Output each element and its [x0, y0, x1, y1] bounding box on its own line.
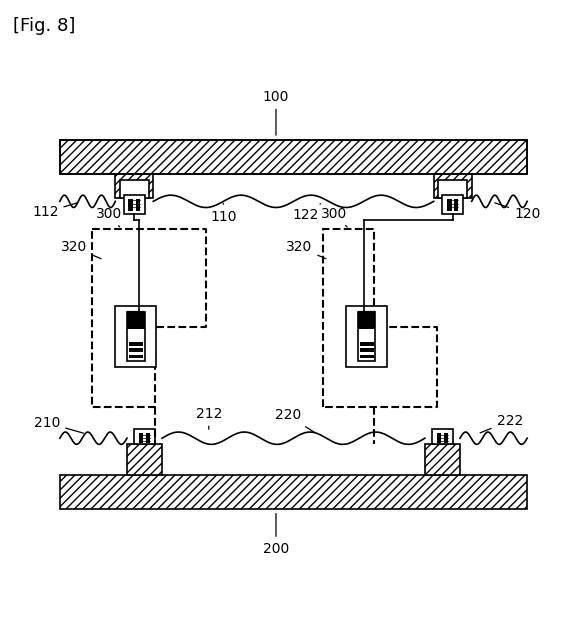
Bar [438, 180, 467, 198]
Bar [115, 306, 156, 368]
Bar [357, 312, 375, 329]
Bar [359, 355, 373, 358]
Bar [136, 200, 140, 211]
Bar [120, 180, 149, 198]
Bar [124, 195, 145, 214]
Bar [442, 195, 463, 214]
Bar [129, 342, 143, 346]
Bar [129, 342, 143, 346]
Text: 300: 300 [321, 206, 348, 227]
Bar [129, 349, 143, 352]
Bar [127, 312, 144, 329]
Bar [129, 200, 133, 211]
Text: [Fig. 8]: [Fig. 8] [13, 17, 76, 35]
Text: 112: 112 [32, 203, 77, 219]
Text: 300: 300 [96, 206, 123, 227]
Text: 110: 110 [210, 203, 237, 224]
Bar [432, 429, 453, 444]
Bar [357, 312, 375, 329]
Text: 210: 210 [34, 416, 83, 433]
Text: 222: 222 [480, 414, 523, 433]
Text: 220: 220 [275, 408, 315, 433]
Bar [357, 312, 375, 362]
Bar [127, 312, 144, 362]
Bar [129, 355, 143, 358]
Bar [127, 312, 144, 362]
Bar [454, 200, 458, 211]
Bar [134, 429, 155, 444]
Bar [359, 349, 373, 352]
Bar [115, 174, 153, 198]
Bar [129, 349, 143, 352]
Bar [359, 349, 373, 352]
Text: 212: 212 [195, 407, 222, 430]
Bar [129, 355, 143, 358]
Bar [425, 444, 460, 475]
Bar [434, 174, 472, 198]
Text: 122: 122 [292, 204, 321, 222]
Bar [139, 433, 143, 442]
Bar [127, 312, 144, 329]
Bar [127, 444, 162, 475]
Text: 200: 200 [263, 514, 289, 556]
Bar [359, 355, 373, 358]
Bar [359, 342, 373, 346]
Text: 320: 320 [286, 240, 326, 259]
Bar [346, 306, 387, 368]
Bar [60, 475, 527, 509]
Text: 100: 100 [263, 90, 289, 135]
Bar [357, 312, 375, 362]
Bar [60, 140, 527, 174]
Bar [359, 342, 373, 346]
Bar [447, 200, 451, 211]
Bar [444, 433, 448, 442]
Bar [146, 433, 150, 442]
Bar [437, 433, 441, 442]
Text: 120: 120 [495, 203, 541, 221]
Text: 320: 320 [61, 240, 101, 259]
